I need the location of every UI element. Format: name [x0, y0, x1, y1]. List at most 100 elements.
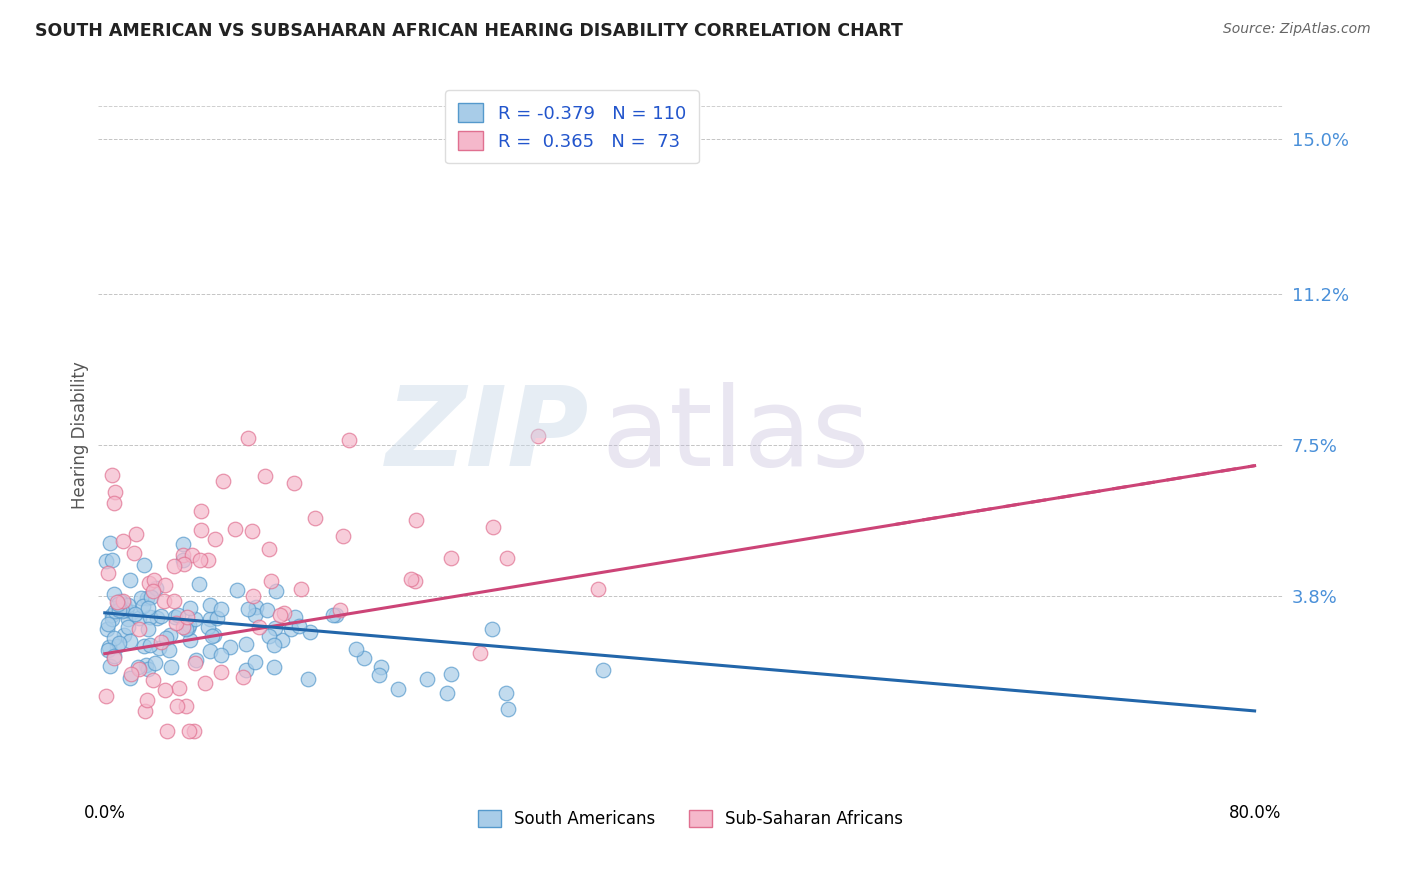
- Point: [176, 610, 198, 624]
- Text: SOUTH AMERICAN VS SUBSAHARAN AFRICAN HEARING DISABILITY CORRELATION CHART: SOUTH AMERICAN VS SUBSAHARAN AFRICAN HEA…: [35, 22, 903, 40]
- Point: [197, 552, 219, 566]
- Point: [108, 636, 131, 650]
- Point: [468, 646, 491, 660]
- Point: [235, 663, 257, 677]
- Point: [188, 577, 211, 591]
- Point: [104, 604, 127, 618]
- Point: [273, 606, 295, 620]
- Legend: South Americans, Sub-Saharan Africans: South Americans, Sub-Saharan Africans: [471, 803, 910, 834]
- Point: [181, 549, 204, 563]
- Point: [101, 553, 124, 567]
- Point: [112, 597, 135, 611]
- Point: [257, 629, 280, 643]
- Point: [179, 601, 201, 615]
- Point: [297, 672, 319, 686]
- Point: [139, 638, 162, 652]
- Point: [266, 583, 288, 598]
- Point: [108, 603, 131, 617]
- Point: [135, 591, 157, 605]
- Point: [436, 686, 458, 700]
- Point: [146, 611, 169, 625]
- Point: [104, 484, 127, 499]
- Point: [211, 648, 233, 663]
- Point: [238, 602, 260, 616]
- Point: [103, 587, 125, 601]
- Point: [481, 520, 503, 534]
- Point: [235, 637, 257, 651]
- Point: [592, 663, 614, 677]
- Point: [280, 622, 302, 636]
- Point: [399, 573, 422, 587]
- Point: [253, 468, 276, 483]
- Point: [256, 603, 278, 617]
- Point: [236, 431, 259, 445]
- Point: [264, 621, 287, 635]
- Point: [405, 512, 427, 526]
- Point: [150, 635, 173, 649]
- Point: [205, 611, 228, 625]
- Point: [269, 608, 291, 623]
- Point: [404, 574, 426, 588]
- Point: [183, 612, 205, 626]
- Point: [201, 628, 224, 642]
- Point: [108, 594, 131, 608]
- Point: [322, 608, 344, 623]
- Point: [163, 610, 186, 624]
- Point: [169, 681, 191, 695]
- Point: [117, 612, 139, 626]
- Point: [107, 597, 129, 611]
- Point: [370, 660, 392, 674]
- Point: [176, 622, 198, 636]
- Point: [98, 659, 121, 673]
- Point: [260, 574, 283, 588]
- Point: [105, 594, 128, 608]
- Point: [387, 682, 409, 697]
- Point: [290, 582, 312, 596]
- Point: [112, 594, 135, 608]
- Point: [283, 476, 305, 491]
- Point: [177, 724, 200, 739]
- Point: [134, 558, 156, 572]
- Point: [172, 537, 194, 551]
- Point: [173, 557, 195, 571]
- Point: [103, 651, 125, 665]
- Point: [184, 653, 207, 667]
- Point: [332, 528, 354, 542]
- Point: [243, 607, 266, 622]
- Point: [117, 599, 139, 613]
- Point: [105, 639, 128, 653]
- Point: [496, 702, 519, 716]
- Point: [145, 581, 167, 595]
- Point: [117, 620, 139, 634]
- Point: [118, 574, 141, 588]
- Point: [142, 573, 165, 587]
- Point: [202, 628, 225, 642]
- Point: [163, 593, 186, 607]
- Point: [167, 608, 190, 623]
- Point: [157, 643, 180, 657]
- Point: [159, 628, 181, 642]
- Point: [190, 552, 212, 566]
- Point: [218, 640, 240, 654]
- Point: [226, 583, 249, 598]
- Point: [97, 617, 120, 632]
- Point: [304, 511, 326, 525]
- Point: [101, 612, 124, 626]
- Point: [198, 612, 221, 626]
- Point: [263, 659, 285, 673]
- Point: [179, 618, 201, 632]
- Point: [183, 724, 205, 739]
- Point: [96, 622, 118, 636]
- Point: [120, 667, 142, 681]
- Point: [129, 591, 152, 605]
- Point: [198, 598, 221, 612]
- Point: [197, 620, 219, 634]
- Point: [200, 644, 222, 658]
- Point: [212, 474, 235, 488]
- Point: [440, 666, 463, 681]
- Point: [153, 578, 176, 592]
- Point: [367, 668, 389, 682]
- Text: ZIP: ZIP: [387, 382, 589, 489]
- Point: [232, 670, 254, 684]
- Point: [176, 698, 198, 713]
